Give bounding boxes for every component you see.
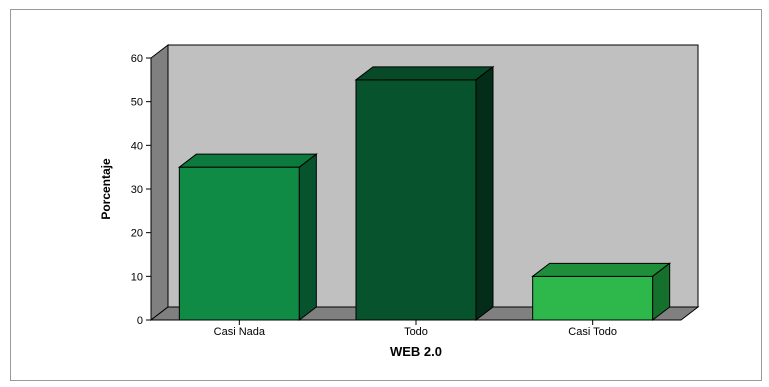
y-tick-label: 10 <box>131 271 143 283</box>
side-wall <box>150 43 169 322</box>
bar-front <box>178 166 300 321</box>
y-tick-label: 60 <box>131 53 143 65</box>
bar-side <box>298 153 317 322</box>
y-tick-label: 50 <box>131 97 143 109</box>
y-axis-title: Porcentaje <box>99 158 113 220</box>
bar-casi-todo <box>531 262 672 322</box>
x-axis-title: WEB 2.0 <box>390 344 442 359</box>
x-tick-label: Casi Todo <box>568 326 617 338</box>
y-tick-label: 0 <box>137 315 143 327</box>
bar-front <box>355 79 477 321</box>
bars <box>177 65 672 322</box>
x-tick-label: Todo <box>404 326 428 338</box>
bar-side <box>475 65 494 322</box>
bar-top <box>354 66 495 81</box>
y-tick-label: 30 <box>131 184 143 196</box>
x-ticks: Casi Nada Todo Casi Todo <box>214 320 617 338</box>
bar-top <box>177 153 318 168</box>
x-tick-label: Casi Nada <box>214 326 266 338</box>
bar-top <box>531 262 672 277</box>
y-axis: 0 10 20 30 40 50 60 <box>131 53 152 327</box>
bar-side <box>652 262 671 322</box>
bar-casi-nada <box>177 153 318 322</box>
y-tick-label: 40 <box>131 140 143 152</box>
bar-front <box>532 275 654 321</box>
y-ticks: 0 10 20 30 40 50 60 <box>131 53 151 327</box>
y-tick-label: 20 <box>131 228 143 240</box>
x-axis: Casi Nada Todo Casi Todo <box>151 319 681 338</box>
bar-todo <box>354 65 495 322</box>
